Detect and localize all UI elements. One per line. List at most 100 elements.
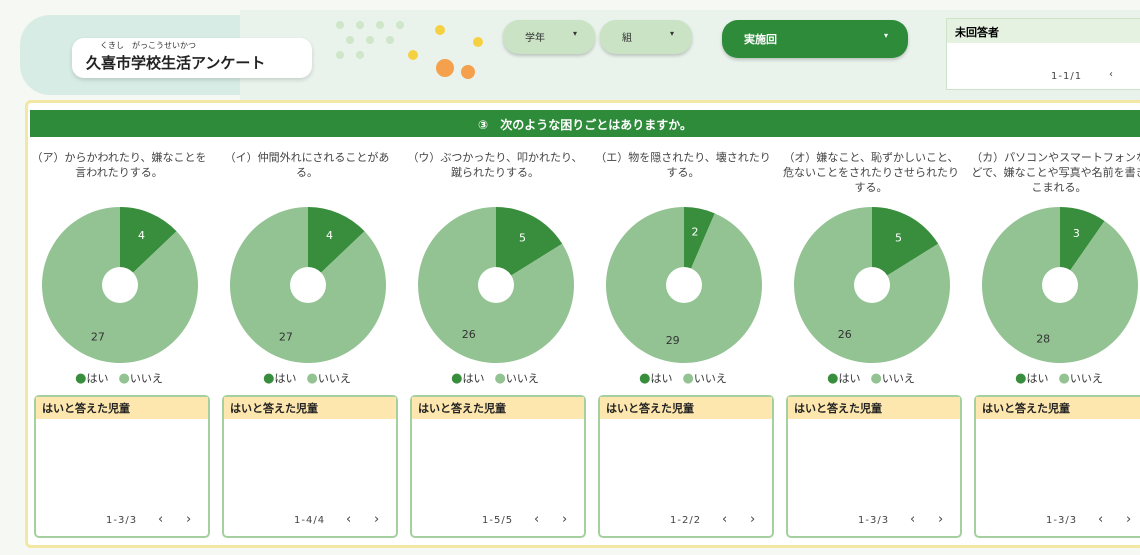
legend: ●はい ●いいえ: [30, 370, 208, 386]
pager-next[interactable]: ›: [1126, 512, 1132, 527]
filter-label: 学年: [525, 33, 545, 44]
question: （ア）からかわれたり、嫌なことを言われたりする。: [30, 150, 208, 180]
pager-next[interactable]: ›: [938, 512, 944, 527]
legend-item[interactable]: ●はい: [263, 372, 296, 385]
pager-prev[interactable]: ‹: [910, 512, 916, 527]
legend-item[interactable]: ●いいえ: [307, 372, 351, 385]
title-box: くきし がっこうせいかつ 久喜市学校生活アンケート: [72, 38, 312, 78]
legend-item[interactable]: ●いいえ: [683, 372, 727, 385]
filter-label: 組: [622, 33, 632, 44]
legend-label: はい: [87, 372, 109, 385]
donut-chart: 427: [218, 195, 398, 375]
panel-header: はいと答えた児童: [412, 397, 584, 419]
legend-item[interactable]: ●はい: [827, 372, 860, 385]
legend-label: いいえ: [506, 372, 539, 385]
slice-label: 26: [838, 328, 852, 341]
legend-item[interactable]: ●いいえ: [495, 372, 539, 385]
panel-header: はいと答えた児童: [788, 397, 960, 419]
legend-item[interactable]: ●はい: [75, 372, 108, 385]
legend: ●はい ●いいえ: [594, 370, 772, 386]
page: くきし がっこうせいかつ 久喜市学校生活アンケート 学年▾ 組▾ 実施回▾ 未回…: [0, 0, 1140, 555]
pager-prev[interactable]: ‹: [158, 512, 164, 527]
legend-label: はい: [463, 372, 485, 385]
legend: ●はい ●いいえ: [218, 370, 396, 386]
furigana: くきし がっこうせいかつ: [100, 40, 196, 51]
donut-chart: 5 26: [782, 195, 962, 375]
legend-label: はい: [1027, 372, 1049, 385]
question: （イ）仲間外れにされることがある。: [218, 150, 396, 180]
slice-label: 2: [691, 226, 698, 239]
donut-chart: 5 26: [406, 195, 586, 375]
slice-label: 27: [279, 331, 293, 344]
pager-text: 1-3/3: [1046, 515, 1077, 526]
respondent-panel: はいと答えた児童 1-2/2 ‹ ›: [598, 395, 774, 538]
filter-round[interactable]: 実施回▾: [722, 20, 908, 58]
pager-prev[interactable]: ‹: [1109, 69, 1114, 80]
pager-text: 1-5/5: [482, 515, 513, 526]
slice-label: 29: [666, 334, 680, 347]
legend-item[interactable]: ●いいえ: [119, 372, 163, 385]
legend-item[interactable]: ●はい: [639, 372, 672, 385]
legend-label: いいえ: [694, 372, 727, 385]
filter-class[interactable]: 組▾: [600, 20, 692, 54]
legend-label: いいえ: [1070, 372, 1103, 385]
pager-next[interactable]: ›: [374, 512, 380, 527]
legend-label: いいえ: [882, 372, 915, 385]
filter-label: 実施回: [744, 33, 777, 46]
pager-text: 1-1/1: [1051, 71, 1082, 82]
slice-label: 5: [519, 231, 526, 244]
legend: ●はい ●いいえ: [970, 370, 1140, 386]
donut-chart: 3 28: [970, 195, 1140, 375]
respondent-panel: はいと答えた児童 1-5/5 ‹ ›: [410, 395, 586, 538]
panel-header: はいと答えた児童: [976, 397, 1140, 419]
section-title: ③ 次のような困りごとはありますか。: [30, 110, 1140, 137]
slice-label: 26: [462, 328, 476, 341]
unanswered-card: 未回答者 1-1/1 ‹: [946, 18, 1140, 90]
question: （オ）嫌なこと、恥ずかしいこと、危ないことをされたりさせられたりする。: [782, 150, 960, 195]
donut-hole: [478, 267, 514, 303]
filter-grade[interactable]: 学年▾: [503, 20, 595, 54]
legend-label: はい: [839, 372, 861, 385]
donut-hole: [1042, 267, 1078, 303]
card-header: 未回答者: [947, 19, 1140, 43]
pager-prev[interactable]: ‹: [722, 512, 728, 527]
legend-item[interactable]: ●はい: [451, 372, 484, 385]
slice-label: 3: [1073, 227, 1080, 240]
pager-prev[interactable]: ‹: [534, 512, 540, 527]
donut-hole: [102, 267, 138, 303]
legend-item[interactable]: ●いいえ: [871, 372, 915, 385]
slice-label: 5: [895, 231, 902, 244]
question: （エ）物を隠されたり、壊されたりする。: [594, 150, 772, 180]
panel-header: はいと答えた児童: [600, 397, 772, 419]
pager-next[interactable]: ›: [562, 512, 568, 527]
panel-header: はいと答えた児童: [224, 397, 396, 419]
slice-label: 28: [1036, 333, 1050, 346]
pager-prev[interactable]: ‹: [1098, 512, 1104, 527]
pager-prev[interactable]: ‹: [346, 512, 352, 527]
pager-text: 1-3/3: [106, 515, 137, 526]
pager-next[interactable]: ›: [750, 512, 756, 527]
pager-next[interactable]: ›: [186, 512, 192, 527]
legend: ●はい ●いいえ: [782, 370, 960, 386]
donut-hole: [666, 267, 702, 303]
pager-text: 1-3/3: [858, 515, 889, 526]
donut-hole: [290, 267, 326, 303]
legend-label: いいえ: [318, 372, 351, 385]
legend-item[interactable]: ●いいえ: [1059, 372, 1103, 385]
legend-label: はい: [275, 372, 297, 385]
legend-item[interactable]: ●はい: [1015, 372, 1048, 385]
app-title: 久喜市学校生活アンケート: [86, 52, 265, 73]
slice-label: 27: [91, 331, 105, 344]
question: （カ）パソコンやスマートフォンなどで、嫌なことや写真や名前を書きこまれる。: [970, 150, 1140, 195]
pager-text: 1-2/2: [670, 515, 701, 526]
respondent-panel: はいと答えた児童 1-4/4 ‹ ›: [222, 395, 398, 538]
respondent-panel: はいと答えた児童 1-3/3 ‹ ›: [786, 395, 962, 538]
slice-label: 4: [138, 229, 145, 242]
legend-label: はい: [651, 372, 673, 385]
legend-label: いいえ: [130, 372, 163, 385]
pager-text: 1-4/4: [294, 515, 325, 526]
question: （ウ）ぶつかったり、叩かれたり、蹴られたりする。: [406, 150, 584, 180]
respondent-panel: はいと答えた児童 1-3/3 ‹ ›: [974, 395, 1140, 538]
donut-chart: 4 27: [30, 195, 210, 375]
